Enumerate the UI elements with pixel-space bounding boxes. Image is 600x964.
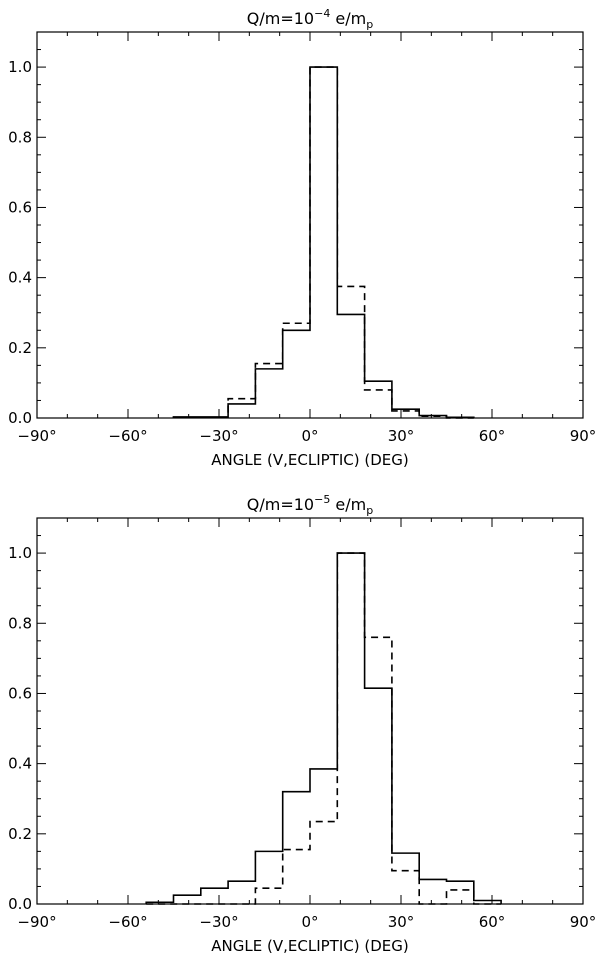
- chart-title: Q/m=10−4 e/mp: [247, 7, 373, 31]
- x-tick-label: 0°: [301, 427, 318, 445]
- x-tick-label: −90°: [17, 913, 56, 931]
- series-dashed-line: [172, 66, 474, 419]
- x-tick-label: 60°: [479, 913, 506, 931]
- series-solid-line: [172, 66, 475, 419]
- series-dashed-line: [146, 552, 502, 905]
- chart-panel-top: −90° −60° −30° 0° 30° 60° 90° 0.0 0.2 0.4 0.6 0.8 1.…: [8, 7, 596, 469]
- y-tick-label: 0.8: [8, 614, 32, 632]
- y-tick-label: 0.2: [8, 825, 32, 843]
- x-tick-label: −30°: [199, 913, 238, 931]
- y-tick-label: 0.0: [8, 895, 32, 913]
- y-tick-label: 0.6: [8, 198, 32, 216]
- y-tick-label: 0.8: [8, 128, 32, 146]
- x-tick-label: −60°: [108, 913, 147, 931]
- chart-title: Q/m=10−5 e/mp: [247, 493, 373, 517]
- x-tick-label: 30°: [388, 427, 415, 445]
- x-axis-label: ANGLE (V,ECLIPTIC) (DEG): [211, 451, 408, 469]
- series-solid-line: [145, 552, 502, 904]
- x-tick-label: −60°: [108, 427, 147, 445]
- x-tick-label: 0°: [301, 913, 318, 931]
- y-tick-label: 0.6: [8, 684, 32, 702]
- x-tick-label: 90°: [570, 913, 597, 931]
- x-tick-label: 30°: [388, 913, 415, 931]
- y-tick-label: 1.0: [8, 544, 32, 562]
- y-tick-label: 0.4: [8, 269, 32, 287]
- y-tick-label: 0.2: [8, 339, 32, 357]
- y-tick-label: 1.0: [8, 58, 32, 76]
- x-tick-label: 90°: [570, 427, 597, 445]
- x-tick-label: −30°: [199, 427, 238, 445]
- x-tick-label: −90°: [17, 427, 56, 445]
- y-tick-label: 0.0: [8, 409, 32, 427]
- chart-panel-bottom: −90° −60° −30° 0° 30° 60° 90° 0.0 0.2 0.4 0.6 0.8 1.…: [8, 493, 596, 955]
- x-axis-label: ANGLE (V,ECLIPTIC) (DEG): [211, 937, 408, 955]
- y-tick-label: 0.4: [8, 755, 32, 773]
- x-tick-label: 60°: [479, 427, 506, 445]
